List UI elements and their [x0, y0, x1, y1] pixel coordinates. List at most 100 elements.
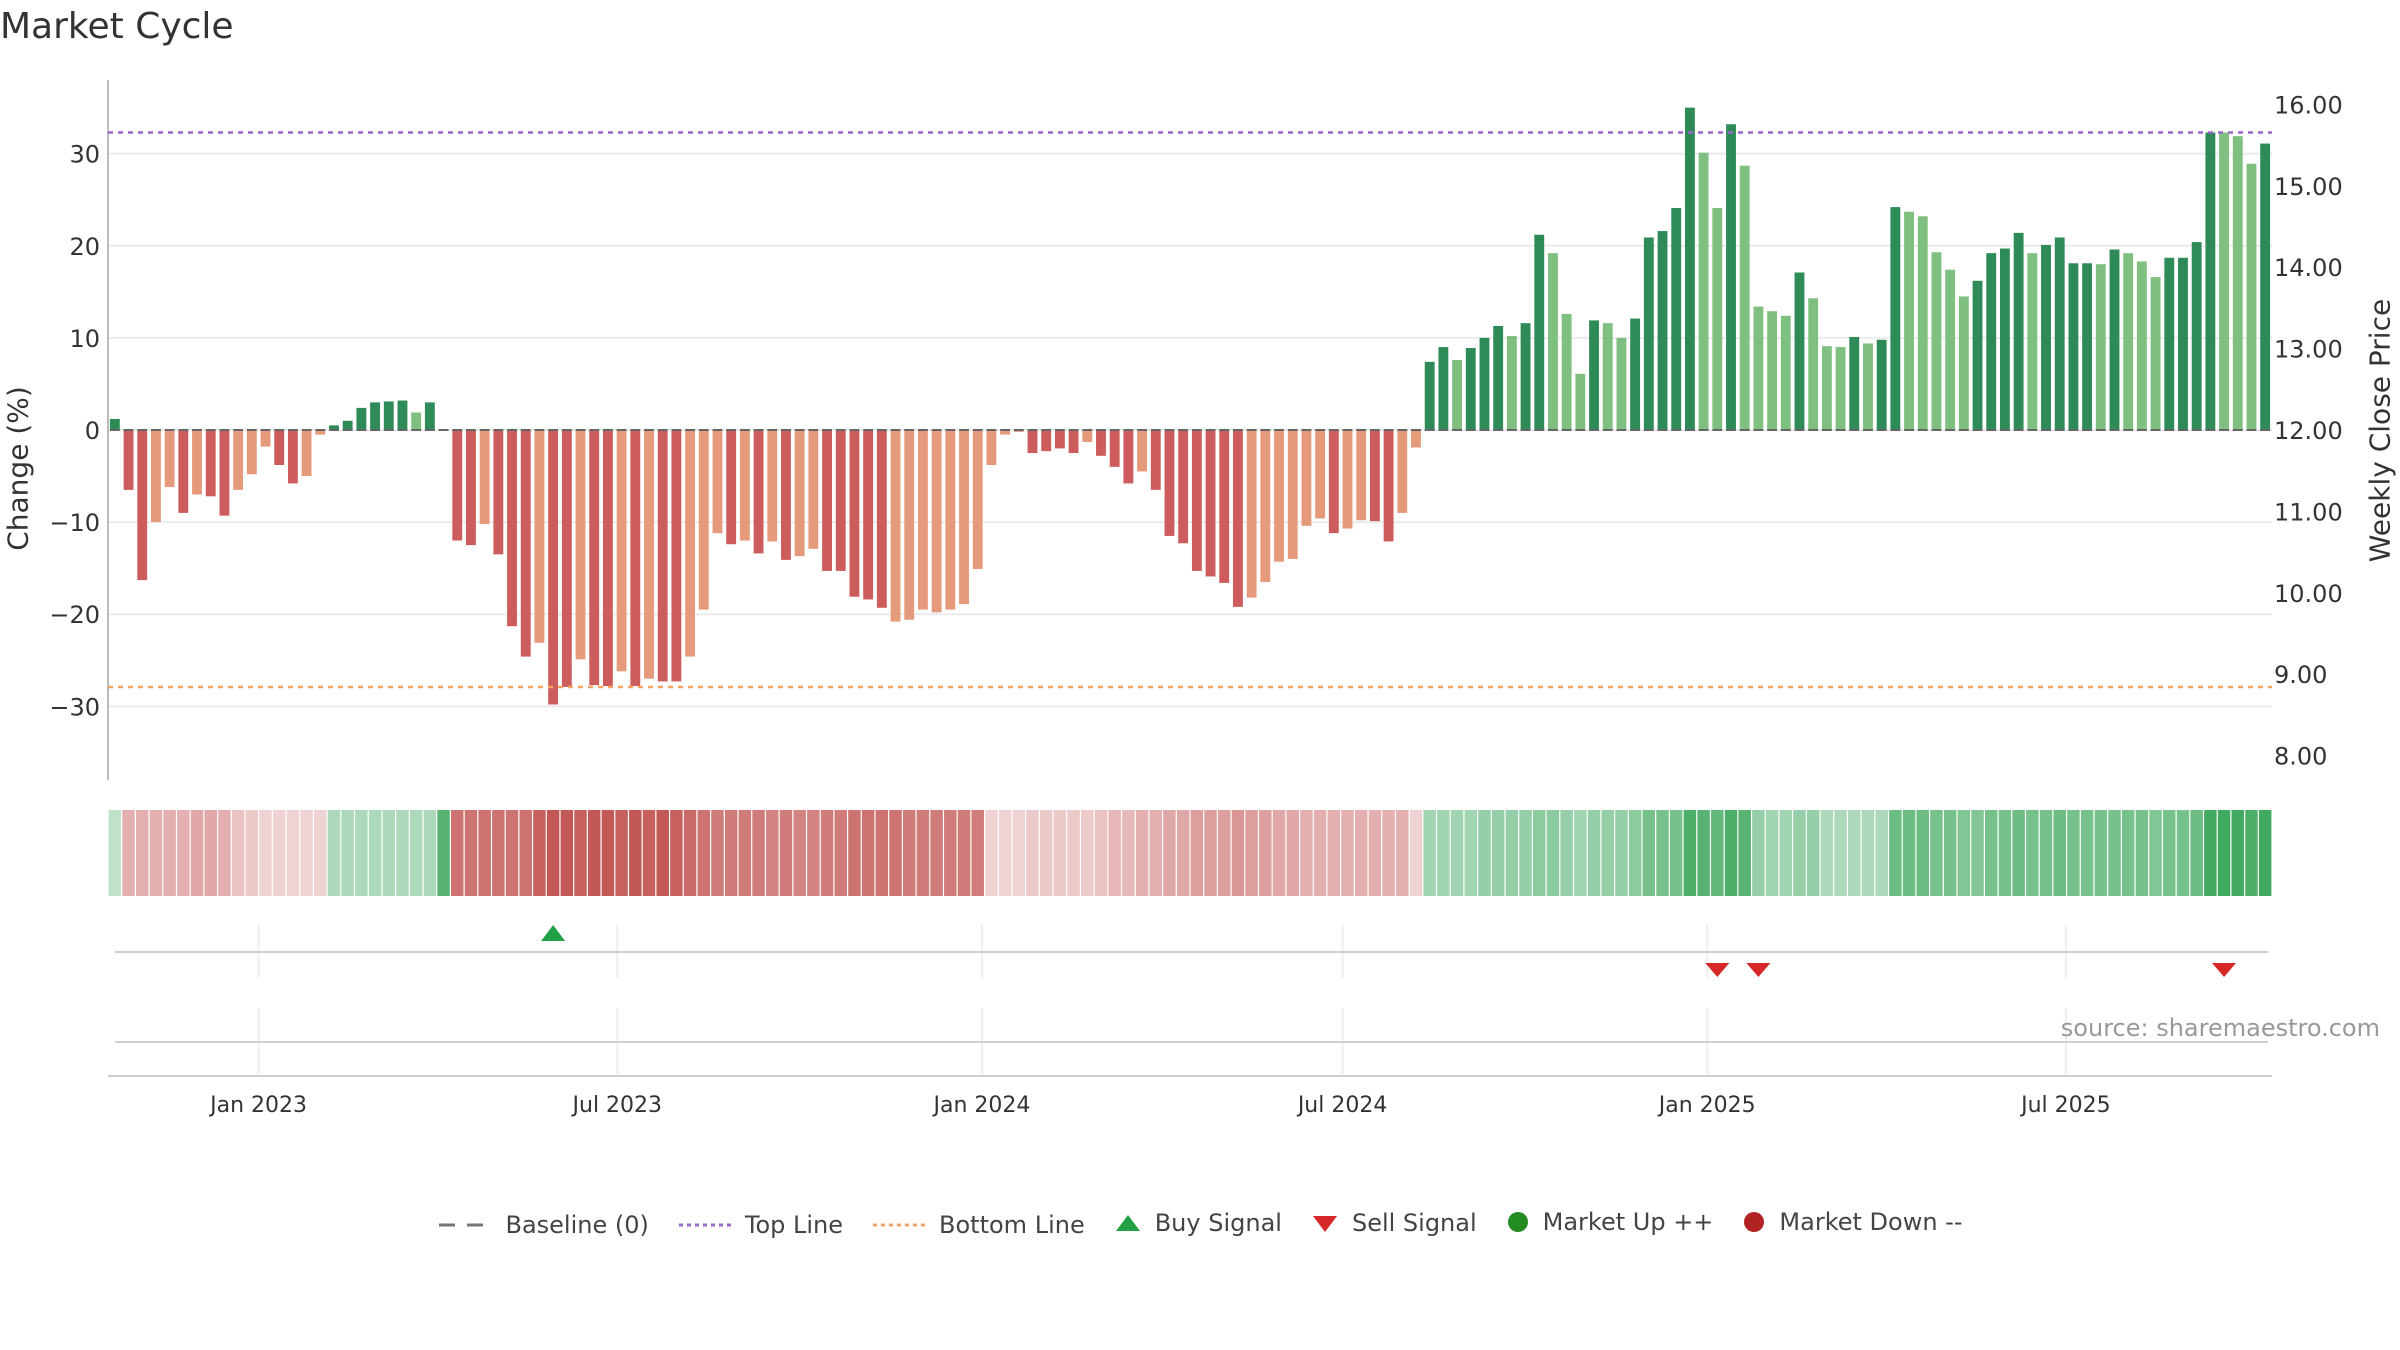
trend-cell: [1998, 810, 2012, 896]
bar: [1233, 430, 1243, 607]
bar: [534, 430, 545, 643]
trend-cell: [519, 810, 532, 896]
bar: [287, 430, 298, 484]
trend-cell: [1135, 810, 1149, 896]
bar: [1219, 430, 1230, 583]
bar: [1548, 253, 1558, 430]
bar: [1945, 269, 1956, 430]
bar: [301, 430, 312, 477]
bar: [945, 430, 956, 610]
bar: [685, 430, 696, 657]
bar: [575, 430, 586, 660]
trend-cell: [245, 810, 259, 896]
bar: [986, 430, 997, 465]
trend-cell: [656, 810, 669, 896]
trend-cell: [355, 810, 368, 896]
bar: [2068, 263, 2079, 430]
trend-cell: [122, 810, 135, 896]
bar: [1657, 231, 1668, 430]
trend-cell: [1327, 810, 1341, 896]
trend-cell: [1478, 810, 1491, 896]
bar: [219, 430, 230, 516]
trend-cell: [1313, 810, 1327, 896]
bar: [1123, 430, 1134, 484]
trend-cell: [2163, 810, 2176, 896]
bar: [863, 430, 874, 600]
trend-cell: [1368, 810, 1382, 896]
bar: [246, 430, 257, 475]
bar: [767, 430, 778, 542]
bar: [726, 430, 737, 545]
bar: [1767, 311, 1778, 430]
trend-cell: [437, 810, 450, 896]
trend-cell: [1450, 810, 1464, 896]
bar: [781, 430, 791, 560]
bar: [1808, 298, 1819, 430]
sell-signal-marker: [1746, 963, 1771, 977]
bar: [876, 430, 887, 608]
legend-label: Market Up ++: [1542, 1208, 1714, 1236]
legend-label: Buy Signal: [1154, 1209, 1282, 1237]
bar: [1027, 430, 1038, 454]
legend-item: Bottom Line: [871, 1211, 1085, 1239]
bar: [1424, 361, 1435, 430]
trend-cell: [1615, 810, 1628, 896]
trend-cell: [615, 810, 628, 896]
sell-signal-marker: [1705, 963, 1730, 977]
chart-title: Market Cycle: [0, 6, 234, 47]
trend-cell: [2135, 810, 2149, 896]
bar: [1452, 360, 1463, 430]
bar: [1753, 306, 1764, 430]
bar: [1684, 107, 1695, 430]
trend-cell: [916, 810, 930, 896]
y-left-tick-label: 0: [85, 417, 100, 445]
y-right-tick-label: 12.00: [2274, 417, 2343, 445]
trend-cell: [1834, 810, 1847, 896]
bar: [151, 430, 161, 523]
trend-cell: [1245, 810, 1258, 896]
bar: [1821, 346, 1832, 430]
bar: [1068, 430, 1079, 454]
trend-cell: [190, 810, 204, 896]
y-right-tick-label: 15.00: [2274, 173, 2343, 201]
legend-item: Buy Signal: [1113, 1209, 1282, 1237]
trend-cell: [793, 810, 806, 896]
trend-cell: [286, 810, 300, 896]
bar: [2150, 277, 2161, 430]
trend-cell: [1628, 810, 1642, 896]
bar: [1383, 430, 1394, 542]
bar: [1780, 315, 1791, 430]
trend-cell: [1491, 810, 1505, 896]
trend-cell: [505, 810, 519, 896]
bar: [698, 430, 709, 610]
bar: [1863, 343, 1873, 430]
trend-cell: [177, 810, 190, 896]
trend-cell: [779, 810, 793, 896]
trend-cell: [108, 810, 122, 896]
bar: [931, 430, 942, 613]
trend-cell: [1971, 810, 1984, 896]
bar: [1698, 152, 1709, 430]
trend-cell: [1779, 810, 1793, 896]
bar: [1178, 430, 1189, 544]
trend-cell: [259, 810, 272, 896]
bar: [1712, 208, 1723, 430]
y-left-tick-label: 10: [69, 325, 100, 353]
bar: [1356, 430, 1367, 521]
trend-cell: [670, 810, 683, 896]
trend-cell: [149, 810, 163, 896]
trend-cell: [1587, 810, 1601, 896]
x-tick-label: Jan 2024: [931, 1093, 1030, 1118]
trend-cell: [1793, 810, 1806, 896]
trend-cell: [1820, 810, 1834, 896]
bar: [1904, 211, 1914, 430]
trend-cell: [1875, 810, 1888, 896]
bar: [712, 430, 723, 534]
legend-item: Market Down --: [1741, 1208, 1963, 1236]
x-tick-label: Jan 2023: [208, 1093, 307, 1118]
bar: [1096, 430, 1106, 456]
trend-cell: [683, 810, 697, 896]
bar: [192, 430, 202, 495]
bar: [260, 430, 271, 447]
bar: [1041, 430, 1052, 452]
